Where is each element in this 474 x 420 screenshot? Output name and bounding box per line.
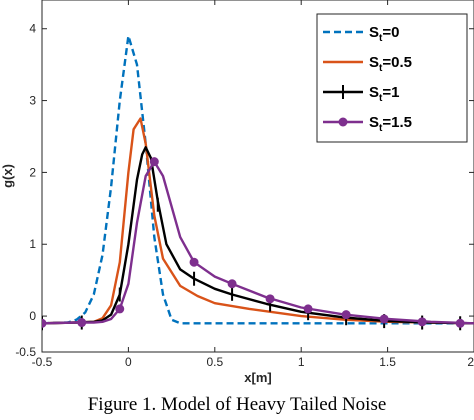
series-marker bbox=[341, 310, 351, 320]
legend-marker bbox=[338, 117, 348, 127]
series-3 bbox=[42, 157, 474, 328]
series-marker bbox=[115, 304, 125, 314]
legend-label: St=0 bbox=[369, 24, 399, 44]
series-marker bbox=[42, 318, 47, 328]
y-tick-label: -0.5 bbox=[15, 345, 36, 359]
legend-entry: St=0.5 bbox=[323, 54, 412, 74]
legend-label: St=1 bbox=[369, 84, 399, 104]
series-line bbox=[42, 34, 474, 325]
plot-frame bbox=[41, 0, 474, 353]
series-1 bbox=[42, 117, 474, 325]
y-tick-label: 2 bbox=[29, 165, 36, 179]
series-marker bbox=[227, 279, 237, 289]
series-marker bbox=[379, 314, 389, 324]
x-tick-label: 1 bbox=[298, 355, 305, 369]
y-tick-label: 0 bbox=[29, 309, 36, 323]
y-tick-label: 3 bbox=[29, 94, 36, 108]
series-2 bbox=[42, 146, 474, 331]
tick-labels: -0.5 0 0.5 1 1.5 2 -0.5 0 1 2 3 4 bbox=[15, 22, 474, 369]
legend-label: St=0.5 bbox=[369, 54, 412, 74]
series-line bbox=[42, 160, 474, 325]
figure-caption: Figure 1. Model of Heavy Tailed Noise bbox=[87, 394, 387, 415]
legend-entry: St=0 bbox=[323, 24, 399, 44]
series-marker bbox=[455, 318, 465, 328]
series-marker bbox=[77, 318, 87, 328]
x-tick-label: 0 bbox=[125, 355, 132, 369]
legend-label: St=1.5 bbox=[369, 114, 412, 134]
series-marker bbox=[265, 294, 275, 304]
series-marker bbox=[189, 257, 199, 267]
series-0 bbox=[42, 34, 474, 325]
series-line bbox=[42, 146, 474, 325]
legend-entry: St=1 bbox=[323, 84, 399, 104]
legend: St=0 St=0.5 St=1 St=1.5 bbox=[316, 13, 468, 143]
x-tick-label: 0.5 bbox=[206, 355, 223, 369]
y-tick-label: 4 bbox=[29, 22, 36, 36]
y-axis-label: g(x) bbox=[0, 164, 15, 188]
x-axis-label: x[m] bbox=[244, 370, 271, 385]
series-marker bbox=[417, 317, 427, 327]
series-line bbox=[42, 117, 474, 325]
x-tick-label: 2 bbox=[467, 355, 474, 369]
legend-entry: St=1.5 bbox=[323, 114, 412, 134]
series-marker bbox=[303, 304, 313, 314]
x-tick-label: 1.5 bbox=[379, 355, 396, 369]
series-layer bbox=[42, 34, 474, 331]
y-tick-label: 1 bbox=[29, 237, 36, 251]
x-tick-label: -0.5 bbox=[32, 355, 53, 369]
series-marker bbox=[149, 157, 159, 167]
axes bbox=[41, 0, 474, 353]
